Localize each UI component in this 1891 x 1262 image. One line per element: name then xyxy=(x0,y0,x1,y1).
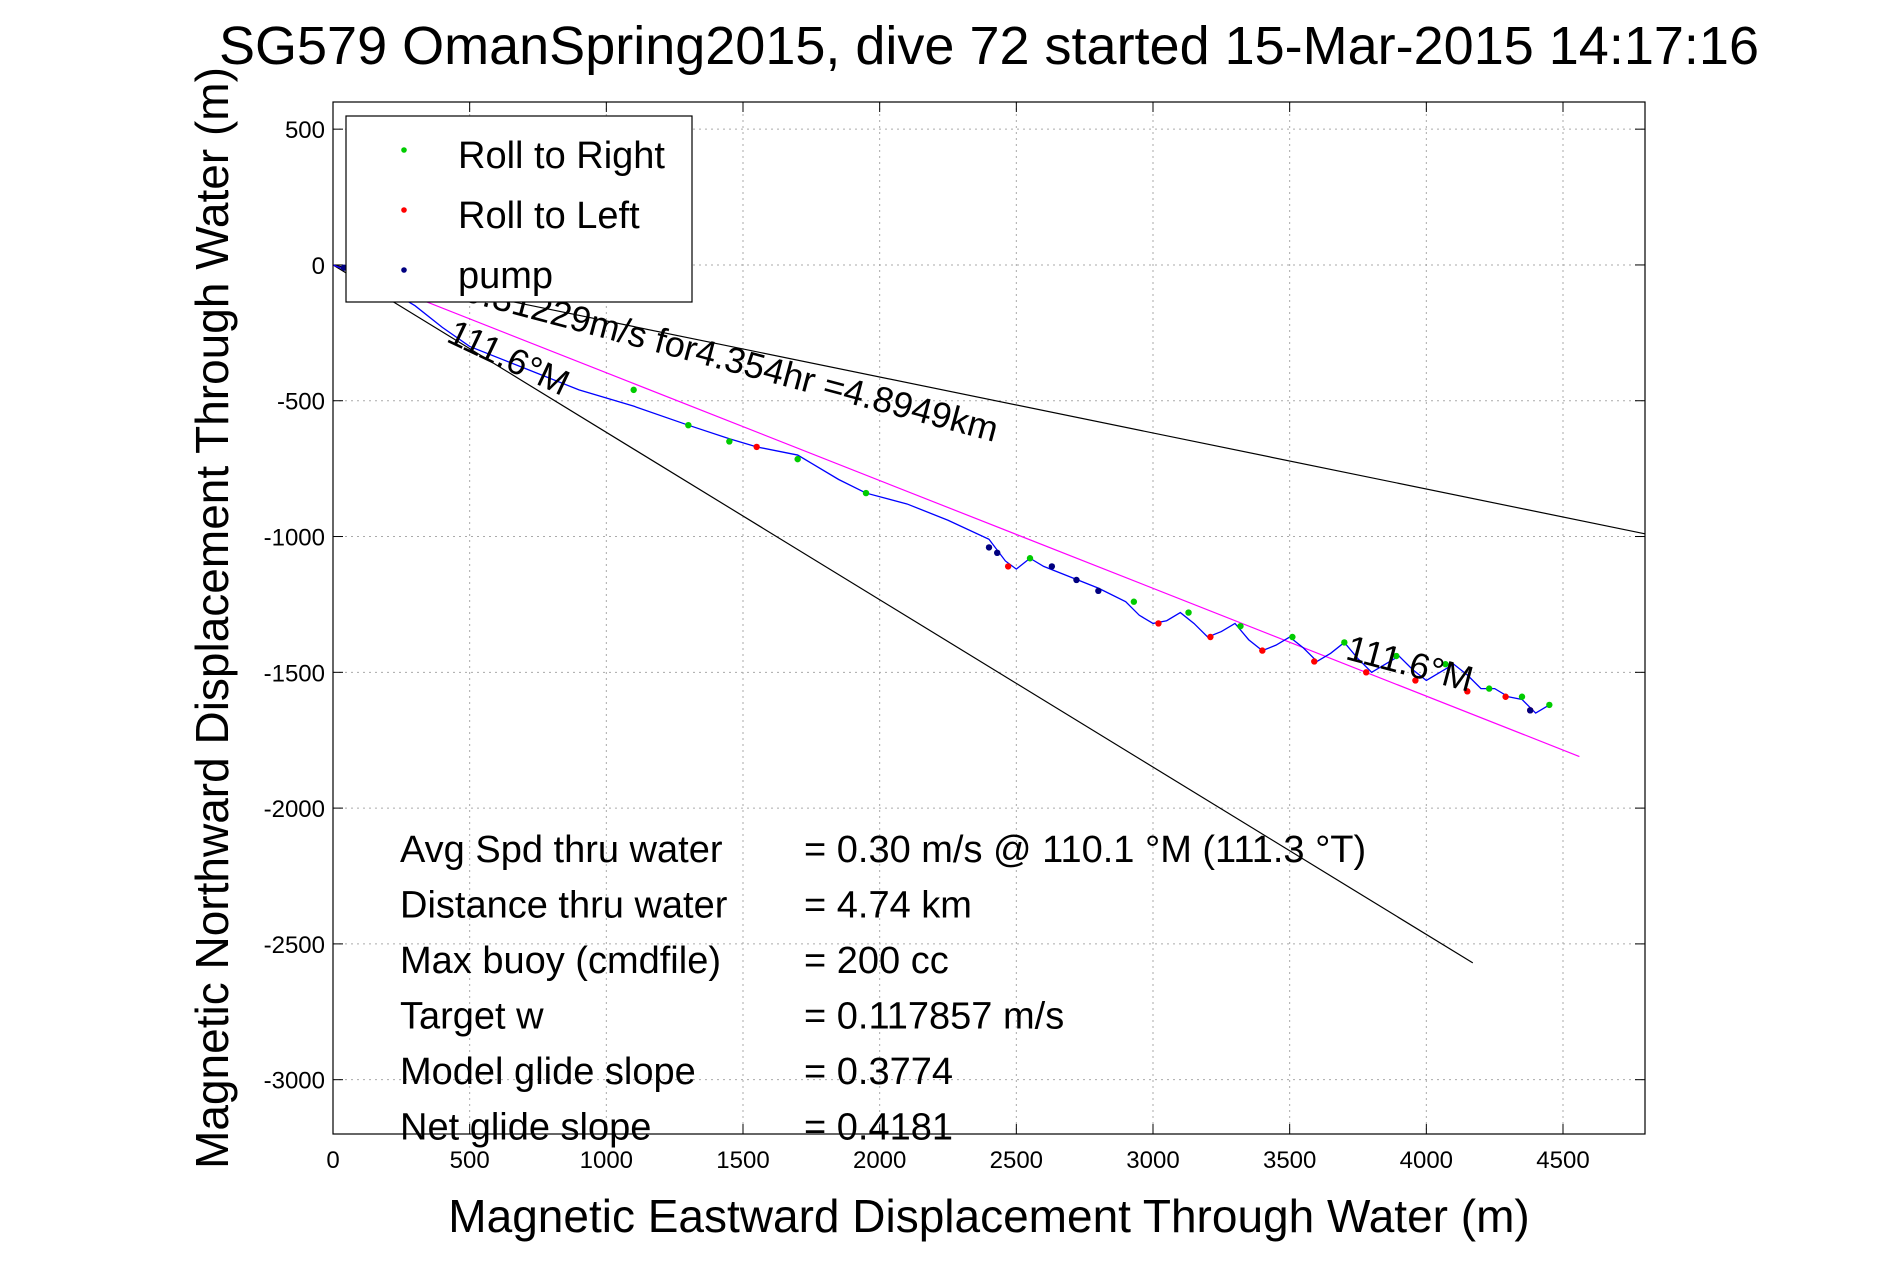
x-tick-label: 1000 xyxy=(580,1147,633,1174)
stat-label: Net glide slope xyxy=(400,1107,651,1149)
stat-value: = 0.117857 m/s xyxy=(804,996,1064,1038)
stat-label: Target w xyxy=(400,996,544,1038)
y-tick-label: -3000 xyxy=(264,1068,325,1095)
average-heading-line xyxy=(333,264,1580,758)
pump-marker xyxy=(1527,707,1534,714)
roll-right-marker xyxy=(794,455,801,463)
axis-ticks: 0 500 1000 1500 2000 2500 3000 3500 4000 45005000… xyxy=(264,102,1645,1174)
pump-marker xyxy=(1095,587,1102,595)
stat-label: Model glide slope xyxy=(400,1051,696,1093)
y-tick-label: -2000 xyxy=(264,796,325,823)
y-tick-label: 500 xyxy=(285,117,325,144)
y-tick-label: -500 xyxy=(277,389,325,416)
x-tick-label: 500 xyxy=(450,1147,490,1174)
legend-marker xyxy=(401,267,407,273)
roll-right-marker xyxy=(1237,622,1244,630)
roll-left-marker xyxy=(1412,677,1419,684)
roll-right-marker xyxy=(1185,609,1192,616)
y-tick-label: -1000 xyxy=(264,525,325,552)
roll-right-marker xyxy=(1546,701,1553,709)
reference-lines xyxy=(333,264,1645,964)
chart-title: SG579 OmanSpring2015, dive 72 started 15… xyxy=(219,16,1759,76)
stat-label: Distance thru water xyxy=(400,885,728,927)
grid-lines xyxy=(332,102,1645,1134)
roll-left-marker xyxy=(1311,658,1318,665)
pump-marker xyxy=(1048,563,1056,570)
roll-right-marker xyxy=(1289,633,1296,641)
dive-track-line xyxy=(333,264,1550,714)
stat-value: = 0.4181 xyxy=(804,1107,953,1149)
dive-statistics: Avg Spd thru water = 0.30 m/s @ 110.1 °M … xyxy=(400,829,1366,1149)
roll-left-marker xyxy=(1155,620,1162,627)
x-tick-label: 0 xyxy=(326,1147,339,1174)
legend-marker xyxy=(401,207,407,213)
legend-label: pump xyxy=(458,255,553,297)
roll-right-marker xyxy=(1486,685,1493,692)
roll-right-marker xyxy=(1518,693,1526,700)
y-axis-label: Magnetic Northward Displacement Through … xyxy=(186,67,238,1169)
x-tick-label: 2000 xyxy=(853,1147,906,1174)
x-tick-label: 4000 xyxy=(1400,1147,1453,1174)
legend-marker xyxy=(401,147,407,153)
pump-marker xyxy=(1073,576,1080,584)
roll-left-marker xyxy=(1004,563,1012,570)
x-tick-label: 2500 xyxy=(990,1147,1043,1174)
x-axis-label: Magnetic Eastward Displacement Through W… xyxy=(448,1190,1529,1242)
stat-label: Max buoy (cmdfile) xyxy=(400,940,721,982)
roll-left-marker xyxy=(1207,633,1214,641)
x-tick-label: 4500 xyxy=(1536,1147,1589,1174)
roll-right-marker xyxy=(1442,660,1449,668)
envelope-line xyxy=(333,264,1474,964)
roll-left-marker xyxy=(1502,693,1509,700)
roll-right-marker xyxy=(630,386,637,394)
roll-right-marker xyxy=(1026,555,1034,562)
roll-left-marker xyxy=(1363,669,1370,676)
pump-marker xyxy=(985,544,993,551)
stat-value: = 0.30 m/s @ 110.1 °M (111.3 °T) xyxy=(804,829,1366,871)
roll-right-marker xyxy=(726,438,733,445)
roll-pump-markers xyxy=(340,264,1553,714)
roll-left-marker xyxy=(1464,688,1471,695)
roll-left-marker xyxy=(753,443,760,451)
y-tick-label: -1500 xyxy=(264,660,325,687)
pump-marker xyxy=(994,549,1001,557)
stat-value: = 0.3774 xyxy=(804,1051,953,1093)
stat-value: = 200 cc xyxy=(804,940,949,982)
roll-right-marker xyxy=(1393,652,1400,660)
legend-label: Roll to Left xyxy=(458,195,640,237)
stat-label: Avg Spd thru water xyxy=(400,829,723,871)
x-tick-label: 1500 xyxy=(716,1147,769,1174)
envelope-line xyxy=(333,264,1645,535)
plot-area xyxy=(333,264,1645,964)
roll-left-marker xyxy=(1259,647,1266,654)
x-tick-label: 3500 xyxy=(1263,1147,1316,1174)
roll-right-marker xyxy=(1341,639,1348,646)
x-tick-label: 3000 xyxy=(1126,1147,1179,1174)
legend: Roll to Right Roll to Left pump xyxy=(345,115,693,303)
roll-right-marker xyxy=(685,421,692,429)
stat-value: = 4.74 km xyxy=(804,885,972,927)
legend-label: Roll to Right xyxy=(458,135,665,177)
y-tick-label: 0 xyxy=(312,253,325,280)
roll-right-marker xyxy=(862,489,870,497)
plot-frame xyxy=(332,101,1646,1135)
roll-right-marker xyxy=(1130,598,1138,605)
y-tick-label: -2500 xyxy=(264,932,325,959)
